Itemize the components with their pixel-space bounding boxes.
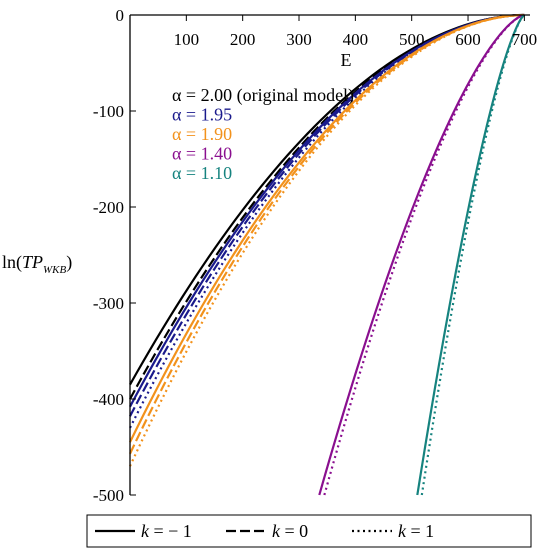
alpha-label-a195: α = 1.95 <box>172 105 232 125</box>
x-tick-label: 200 <box>230 30 256 49</box>
alpha-label-a110: α = 1.10 <box>172 163 232 183</box>
series-line-a190-k1 <box>129 13 525 467</box>
series-line-a195-k0 <box>129 13 525 417</box>
x-tick-label: 600 <box>455 30 481 49</box>
y-tick-label: -300 <box>93 294 124 313</box>
alpha-label-a140: α = 1.40 <box>172 144 232 164</box>
series-line-a140-k-1 <box>318 13 525 496</box>
x-tick-label: 700 <box>512 30 538 49</box>
alpha-label-a190: α = 1.90 <box>172 124 232 144</box>
legend-label-dash: k = 0 <box>272 521 308 541</box>
series-line-a195-k1 <box>129 13 525 429</box>
y-tick-label: -500 <box>93 486 124 505</box>
series-line-a110-k-1 <box>416 14 526 496</box>
series-line-a200-k0 <box>129 13 525 400</box>
legend-label-solid: k = − 1 <box>141 521 192 541</box>
y-tick-label: -100 <box>93 102 124 121</box>
x-tick-label: 500 <box>399 30 425 49</box>
y-tick-label: -400 <box>93 390 124 409</box>
legend-label-dot: k = 1 <box>398 521 434 541</box>
y-axis-label: ln(TPWKB) <box>2 252 72 276</box>
series-line-a140-k1 <box>323 13 525 496</box>
series-line-a110-k1 <box>420 14 526 496</box>
x-tick-label: 300 <box>286 30 312 49</box>
legend-box <box>86 514 532 548</box>
x-tick-label: 100 <box>174 30 200 49</box>
legend: k = − 1 k = 0 k = 1 <box>86 514 532 548</box>
x-axis-label: E <box>341 50 352 70</box>
y-tick-label: 0 <box>116 6 125 25</box>
y-tick-label: -200 <box>93 198 124 217</box>
curves-layer <box>129 13 526 496</box>
alpha-label-a200: α = 2.00 (original model) <box>172 85 354 106</box>
alpha-labels: α = 2.00 (original model)α = 1.95α = 1.9… <box>172 85 354 183</box>
axes-layer: 100 200 300 400 500 600 700 0 -100 -200 -300 -400 -5… <box>2 6 537 505</box>
x-tick-label: 400 <box>343 30 369 49</box>
